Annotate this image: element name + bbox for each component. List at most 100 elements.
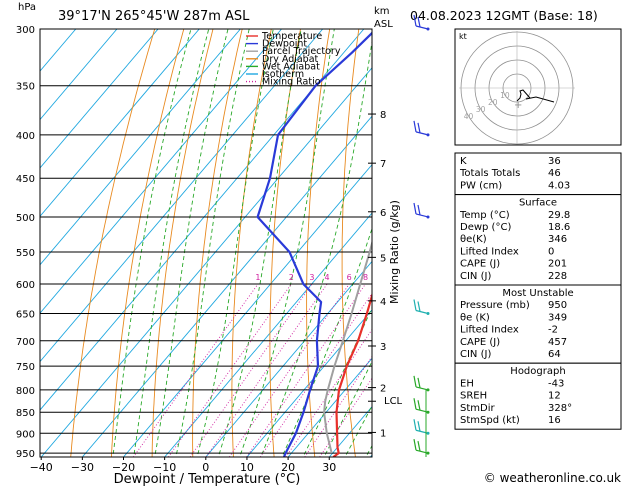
wind-barb: [413, 299, 430, 316]
mixing-ratio-label: 3: [309, 273, 314, 282]
wet-adiabat: [133, 29, 210, 457]
mixing-ratio-label: 4: [324, 273, 329, 282]
skewt-plot-area: 1 2 3 4 6 8 10 15 20 25: [40, 29, 440, 457]
lcl-label: LCL: [384, 396, 403, 407]
hodograph-frame: [454, 28, 622, 146]
wind-barbs: [413, 14, 430, 457]
legend-item: Parcel Trajectory: [246, 46, 341, 57]
mixing-ratio-label: 8: [363, 273, 368, 282]
legend-item: Dry Adiabat: [246, 54, 319, 65]
isotherm-line: [123, 163, 372, 457]
table-row-label: StmSpd (kt): [460, 415, 520, 426]
profiles: [256, 31, 372, 457]
x-tick-label: −10: [153, 461, 176, 474]
mixing-ratio-line: [304, 355, 372, 457]
isotherm-line: [40, 29, 200, 218]
mixing-ratio-line: [167, 283, 292, 457]
legend-label: Wet Adiabat: [262, 61, 320, 72]
table-row-value: -2: [548, 325, 558, 336]
table-row-label: SREH: [460, 391, 487, 402]
legend-item: Temperature: [246, 31, 322, 42]
wind-barb: [413, 202, 430, 219]
legend-item: Dewpoint: [246, 39, 307, 50]
table-row-label: CIN (J): [460, 271, 491, 282]
isotherm-line: [40, 29, 118, 121]
mixing-ratio-line: [189, 283, 313, 457]
mixing-ratio-line: [246, 283, 366, 457]
table-row-label: Dewp (°C): [460, 222, 511, 233]
table-box: [454, 284, 622, 364]
isotherm-line: [287, 357, 372, 457]
table-row-value: 29.8: [548, 210, 570, 221]
table-section: K 36 Totals Totals 46 PW (cm) 4.03: [454, 152, 622, 196]
table-row-value: 201: [548, 259, 567, 270]
mixing-ratio-label: 20: [415, 273, 425, 282]
wind-barb: [413, 398, 430, 414]
table-row-label: θe(K): [460, 234, 487, 245]
height-tick-label: 7: [380, 159, 386, 170]
height-tick-label: 8: [380, 110, 386, 121]
table-row-label: Lifted Index: [460, 246, 519, 257]
mixing-ratio-line: [259, 292, 372, 457]
hodograph-unit-label: kt: [459, 32, 467, 41]
isotherm-line: [164, 212, 372, 457]
table-section-title: Hodograph: [510, 366, 565, 377]
temperature-profile: [332, 291, 372, 457]
pressure-tick: 650: [16, 310, 35, 321]
mixing-ratio-label: 25: [430, 273, 440, 282]
hpa-label: hPa: [18, 2, 36, 13]
x-tick-label: 0: [202, 461, 209, 474]
storm-motion-marker: +: [514, 100, 522, 111]
mixing-ratio-line: [228, 283, 350, 457]
temperature-tick-labels: −40 −30 −20 −10 0 10 20 30: [30, 457, 336, 474]
table-section: Hodograph EH -43 SREH 12 StmDir 328° StmSpd (kt…: [454, 362, 622, 430]
km-label: km: [374, 6, 390, 17]
table-row-value: 64: [548, 349, 561, 360]
wind-barb: [413, 419, 430, 435]
hodograph-trace: [516, 89, 555, 103]
legend-label: Isotherm: [262, 69, 304, 80]
dry-adiabat: [110, 29, 185, 457]
table-row-value: 18.6: [548, 222, 570, 233]
isotherm-line: [40, 29, 159, 169]
wind-barb: [413, 14, 430, 31]
height-tick-label: 1: [380, 428, 386, 439]
legend-label: Temperature: [261, 31, 322, 42]
table-row-value: 36: [548, 156, 561, 167]
table-row-label: StmDir: [460, 403, 495, 414]
table-row-value: 4.03: [548, 180, 570, 191]
table-row-label: CAPE (J): [460, 337, 500, 348]
pressure-tick: 400: [16, 131, 35, 142]
x-tick-label: 20: [281, 461, 295, 474]
mixing-ratio-label: 1: [255, 273, 260, 282]
datetime-title: 04.08.2023 12GMT (Base: 18): [410, 8, 598, 23]
isotherm-line: [40, 67, 372, 457]
legend-label: Dry Adiabat: [262, 54, 319, 65]
mixing-ratio-line: [132, 283, 259, 457]
isotherm-line: [40, 29, 282, 314]
x-tick-label: −40: [30, 461, 53, 474]
dry-adiabat: [410, 29, 437, 457]
wet-adiabat: [260, 38, 372, 457]
table-row-value: -43: [548, 378, 564, 389]
wind-barb: [413, 375, 430, 392]
wet-adiabat: [323, 360, 372, 457]
pressure-tick-labels: 300 350 400 450 500 550 600 650 700 750 800 850 900 9…: [16, 25, 35, 460]
wet-adiabat: [175, 29, 250, 457]
table-row-label: EH: [460, 378, 474, 389]
x-tick-label: −30: [71, 461, 94, 474]
table-section-title: Surface: [519, 198, 557, 209]
isotherm-line: [205, 260, 372, 457]
pressure-tick: 450: [16, 174, 35, 185]
mixing-ratio-axis-title: Mixing Ratio (g/kg): [388, 200, 401, 304]
table-row-value: 46: [548, 168, 561, 179]
table-box: [454, 152, 622, 196]
table-row-label: Pressure (mb): [460, 300, 530, 311]
x-tick-label: −20: [112, 461, 135, 474]
dry-adiabat: [231, 29, 272, 457]
table-box: [454, 194, 622, 286]
location-title: 39°17'N 265°45'W 287m ASL: [58, 9, 250, 24]
